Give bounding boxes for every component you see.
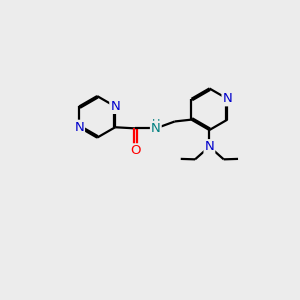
Text: N: N [151, 122, 161, 135]
Text: N: N [74, 121, 84, 134]
Text: N: N [223, 92, 232, 105]
Text: N: N [110, 100, 120, 113]
Text: H: H [152, 119, 160, 129]
Text: O: O [130, 144, 141, 157]
Text: N: N [205, 140, 214, 153]
